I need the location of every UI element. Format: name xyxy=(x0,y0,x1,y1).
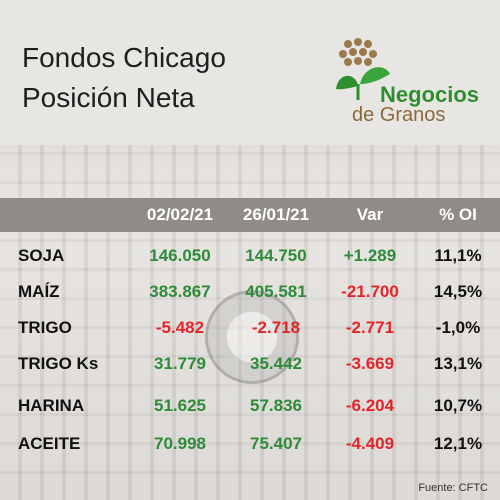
row-oi: 10,7% xyxy=(433,396,483,415)
header-band: Fondos Chicago Posición Neta Negocios de… xyxy=(0,0,500,145)
page-title: Fondos Chicago Posición Neta xyxy=(22,38,226,118)
row-value-date-2: 75.407 xyxy=(250,434,302,453)
row-var: -6.204 xyxy=(345,396,395,415)
row-var: -4.409 xyxy=(345,434,395,453)
row-product-name: TRIGO Ks xyxy=(18,354,99,373)
row-product-name: TRIGO xyxy=(18,318,72,337)
row-oi: 13,1% xyxy=(433,354,483,373)
row-value-date-1: 51.625 xyxy=(154,396,206,415)
table-header: 02/02/21 26/01/21 Var % OI xyxy=(0,198,500,232)
row-oi: -1,0% xyxy=(435,318,481,337)
row-var: -3.669 xyxy=(345,354,395,373)
row-value-date-1: 31.779 xyxy=(154,354,206,373)
row-oi: 12,1% xyxy=(433,434,483,453)
table-row: ACEITE 70.998 75.407 -4.409 12,1% xyxy=(0,425,500,463)
row-oi: 11,1% xyxy=(434,246,482,265)
row-value-date-1: 383.867 xyxy=(149,282,211,301)
table-row: TRIGO -5.482 -2.718 -2.771 -1,0% xyxy=(0,309,500,347)
row-var: +1.289 xyxy=(343,246,397,265)
source-note: Fuente: CFTC xyxy=(418,482,488,494)
row-product-name: SOJA xyxy=(18,246,65,265)
header-cell-date-1: 02/02/21 xyxy=(146,205,214,224)
logo-word-de-granos: de Granos xyxy=(352,104,446,126)
title-line-2: Posición Neta xyxy=(22,82,195,113)
header-cell-oi: % OI xyxy=(439,205,477,224)
row-value-date-1: 146.050 xyxy=(149,246,211,265)
header-cell-product xyxy=(18,198,138,232)
row-product-name: MAÍZ xyxy=(18,282,60,301)
header-cell-var: Var xyxy=(356,205,384,224)
row-value-date-2: 405.581 xyxy=(245,282,307,301)
logo-word-negocios: Negocios xyxy=(380,82,480,107)
row-value-date-2: 57.836 xyxy=(250,396,302,415)
row-product-name: ACEITE xyxy=(18,434,81,453)
header-cell-date-2: 26/01/21 xyxy=(242,205,310,224)
row-value-date-2: 35.442 xyxy=(250,354,302,373)
row-value-date-1: -5.482 xyxy=(155,318,205,337)
table-row: MAÍZ 383.867 405.581 -21.700 14,5% xyxy=(0,273,500,311)
table-header-row: 02/02/21 26/01/21 Var % OI xyxy=(0,198,500,232)
row-oi: 14,5% xyxy=(433,282,483,301)
table-row: TRIGO Ks 31.779 35.442 -3.669 13,1% xyxy=(0,345,500,383)
table-row: SOJA 146.050 144.750 +1.289 11,1% xyxy=(0,237,500,275)
row-product-name: HARINA xyxy=(18,396,85,415)
row-var: -2.771 xyxy=(345,318,395,337)
row-value-date-1: 70.998 xyxy=(154,434,206,453)
table-row: HARINA 51.625 57.836 -6.204 10,7% xyxy=(0,387,500,425)
negocios-de-granos-logo-icon xyxy=(336,38,390,100)
row-value-date-2: -2.718 xyxy=(251,318,301,337)
building-clock-image xyxy=(205,290,299,384)
title-line-1: Fondos Chicago xyxy=(22,42,226,73)
row-var: -21.700 xyxy=(341,282,399,301)
row-value-date-2: 144.750 xyxy=(245,246,307,265)
